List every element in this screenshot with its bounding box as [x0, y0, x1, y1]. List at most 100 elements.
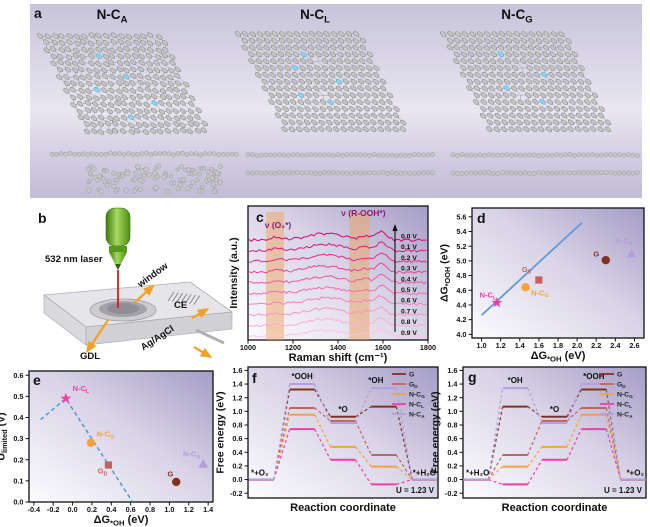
- carbon-atom: [73, 74, 80, 81]
- nitrogen-atom: [151, 100, 158, 106]
- carbon-atom: [399, 126, 406, 132]
- level-connector: [354, 387, 372, 424]
- level-connector: [314, 383, 332, 424]
- carbon-atom: [316, 31, 323, 37]
- carbon-atom: [599, 170, 604, 175]
- carbon-atom: [512, 65, 519, 71]
- level-connector: [527, 387, 543, 424]
- level-connector: [527, 446, 543, 467]
- x-tick-label: 0.6: [126, 505, 136, 514]
- carbon-atom: [161, 60, 168, 66]
- carbon-atom: [121, 152, 127, 157]
- x-tick-label: 1800: [420, 343, 436, 352]
- laser-label: 532 nm laser: [45, 254, 103, 265]
- carbon-atom: [491, 152, 496, 158]
- carbon-atom: [412, 170, 417, 176]
- carbon-atom: [201, 120, 208, 127]
- carbon-atom: [398, 171, 404, 176]
- point-label: N-CA: [615, 236, 632, 247]
- carbon-atom: [321, 72, 328, 78]
- carbon-atom: [317, 170, 323, 176]
- carbon-atom: [531, 152, 537, 158]
- carbon-atom: [460, 58, 467, 64]
- carbon-atom: [77, 100, 84, 107]
- carbon-atom: [255, 65, 262, 71]
- carbon-atom: [290, 85, 298, 92]
- carbon-atom: [576, 152, 582, 157]
- carbon-atom: [150, 122, 157, 128]
- x-tick-label: -0.2: [47, 505, 60, 514]
- carbon-atom: [344, 58, 351, 65]
- carbon-atom: [425, 152, 431, 158]
- carbon-atom: [49, 151, 55, 157]
- voltage-label: 0.6 V: [401, 298, 417, 305]
- carbon-atom: [416, 152, 422, 157]
- carbon-atom: [160, 88, 167, 95]
- nitrogen-atom: [541, 71, 548, 78]
- carbon-atom: [447, 38, 454, 44]
- potential-note: U = 1.23 V: [604, 486, 643, 495]
- carbon-atom: [569, 99, 576, 105]
- carbon-atom: [491, 31, 499, 37]
- carbon-atom: [289, 112, 296, 119]
- carbon-atom: [366, 51, 374, 58]
- carbon-atom: [328, 85, 335, 92]
- carbon-atom: [308, 31, 316, 37]
- carbon-atom: [360, 37, 367, 44]
- carbon-atom: [209, 166, 214, 172]
- carbon-atom: [160, 74, 167, 81]
- spectrum-line: [248, 294, 427, 306]
- carbon-atom: [200, 127, 207, 134]
- carbon-atom: [568, 112, 575, 119]
- y-tick-label: 1.6: [232, 366, 242, 375]
- carbon-atom: [555, 78, 562, 85]
- carbon-atom: [385, 152, 390, 158]
- carbon-atom: [134, 33, 141, 40]
- carbon-atom: [325, 126, 332, 132]
- carbon-atom: [263, 170, 269, 176]
- carbon-atom: [490, 58, 497, 65]
- carbon-atom: [298, 85, 305, 92]
- carbon-atom: [180, 150, 185, 156]
- carbon-atom: [186, 128, 193, 135]
- carbon-atom: [450, 170, 456, 176]
- carbon-atom: [363, 112, 370, 119]
- series-N-CA: [463, 383, 646, 481]
- carbon-atom: [151, 93, 158, 100]
- carbon-atom: [484, 31, 491, 37]
- carbon-atom: [328, 72, 336, 78]
- carbon-atom: [241, 44, 248, 51]
- level-connector: [527, 459, 543, 485]
- carbon-atom: [281, 170, 287, 176]
- carbon-atom: [130, 59, 137, 66]
- carbon-atom: [514, 31, 521, 37]
- carbon-atom: [91, 128, 98, 135]
- carbon-atom: [495, 171, 501, 176]
- carbon-atom: [122, 80, 129, 87]
- carbon-atom: [569, 92, 576, 99]
- carbon-atom: [468, 51, 475, 58]
- carbon-atom: [488, 85, 495, 92]
- carbon-atom: [488, 99, 495, 105]
- carbon-atom: [367, 152, 372, 158]
- carbon-atom: [385, 126, 392, 132]
- carbon-atom: [245, 152, 251, 157]
- carbon-atom: [158, 100, 165, 106]
- carbon-atom: [111, 183, 117, 189]
- carbon-atom: [357, 85, 364, 91]
- carbon-atom: [340, 119, 347, 126]
- carbon-atom: [499, 31, 506, 37]
- carbon-atom: [373, 72, 380, 78]
- legend-label: N-CG: [409, 391, 425, 400]
- carbon-atom: [364, 92, 371, 98]
- carbon-atom: [88, 60, 95, 67]
- carbon-atom: [343, 72, 350, 78]
- voltage-label: 0.2 V: [401, 255, 417, 262]
- carbon-atom: [329, 58, 336, 64]
- carbon-atom: [58, 40, 66, 46]
- carbon-atom: [126, 151, 131, 156]
- carbon-atom: [491, 38, 498, 44]
- carbon-atom: [500, 152, 505, 158]
- carbon-atom: [150, 128, 157, 134]
